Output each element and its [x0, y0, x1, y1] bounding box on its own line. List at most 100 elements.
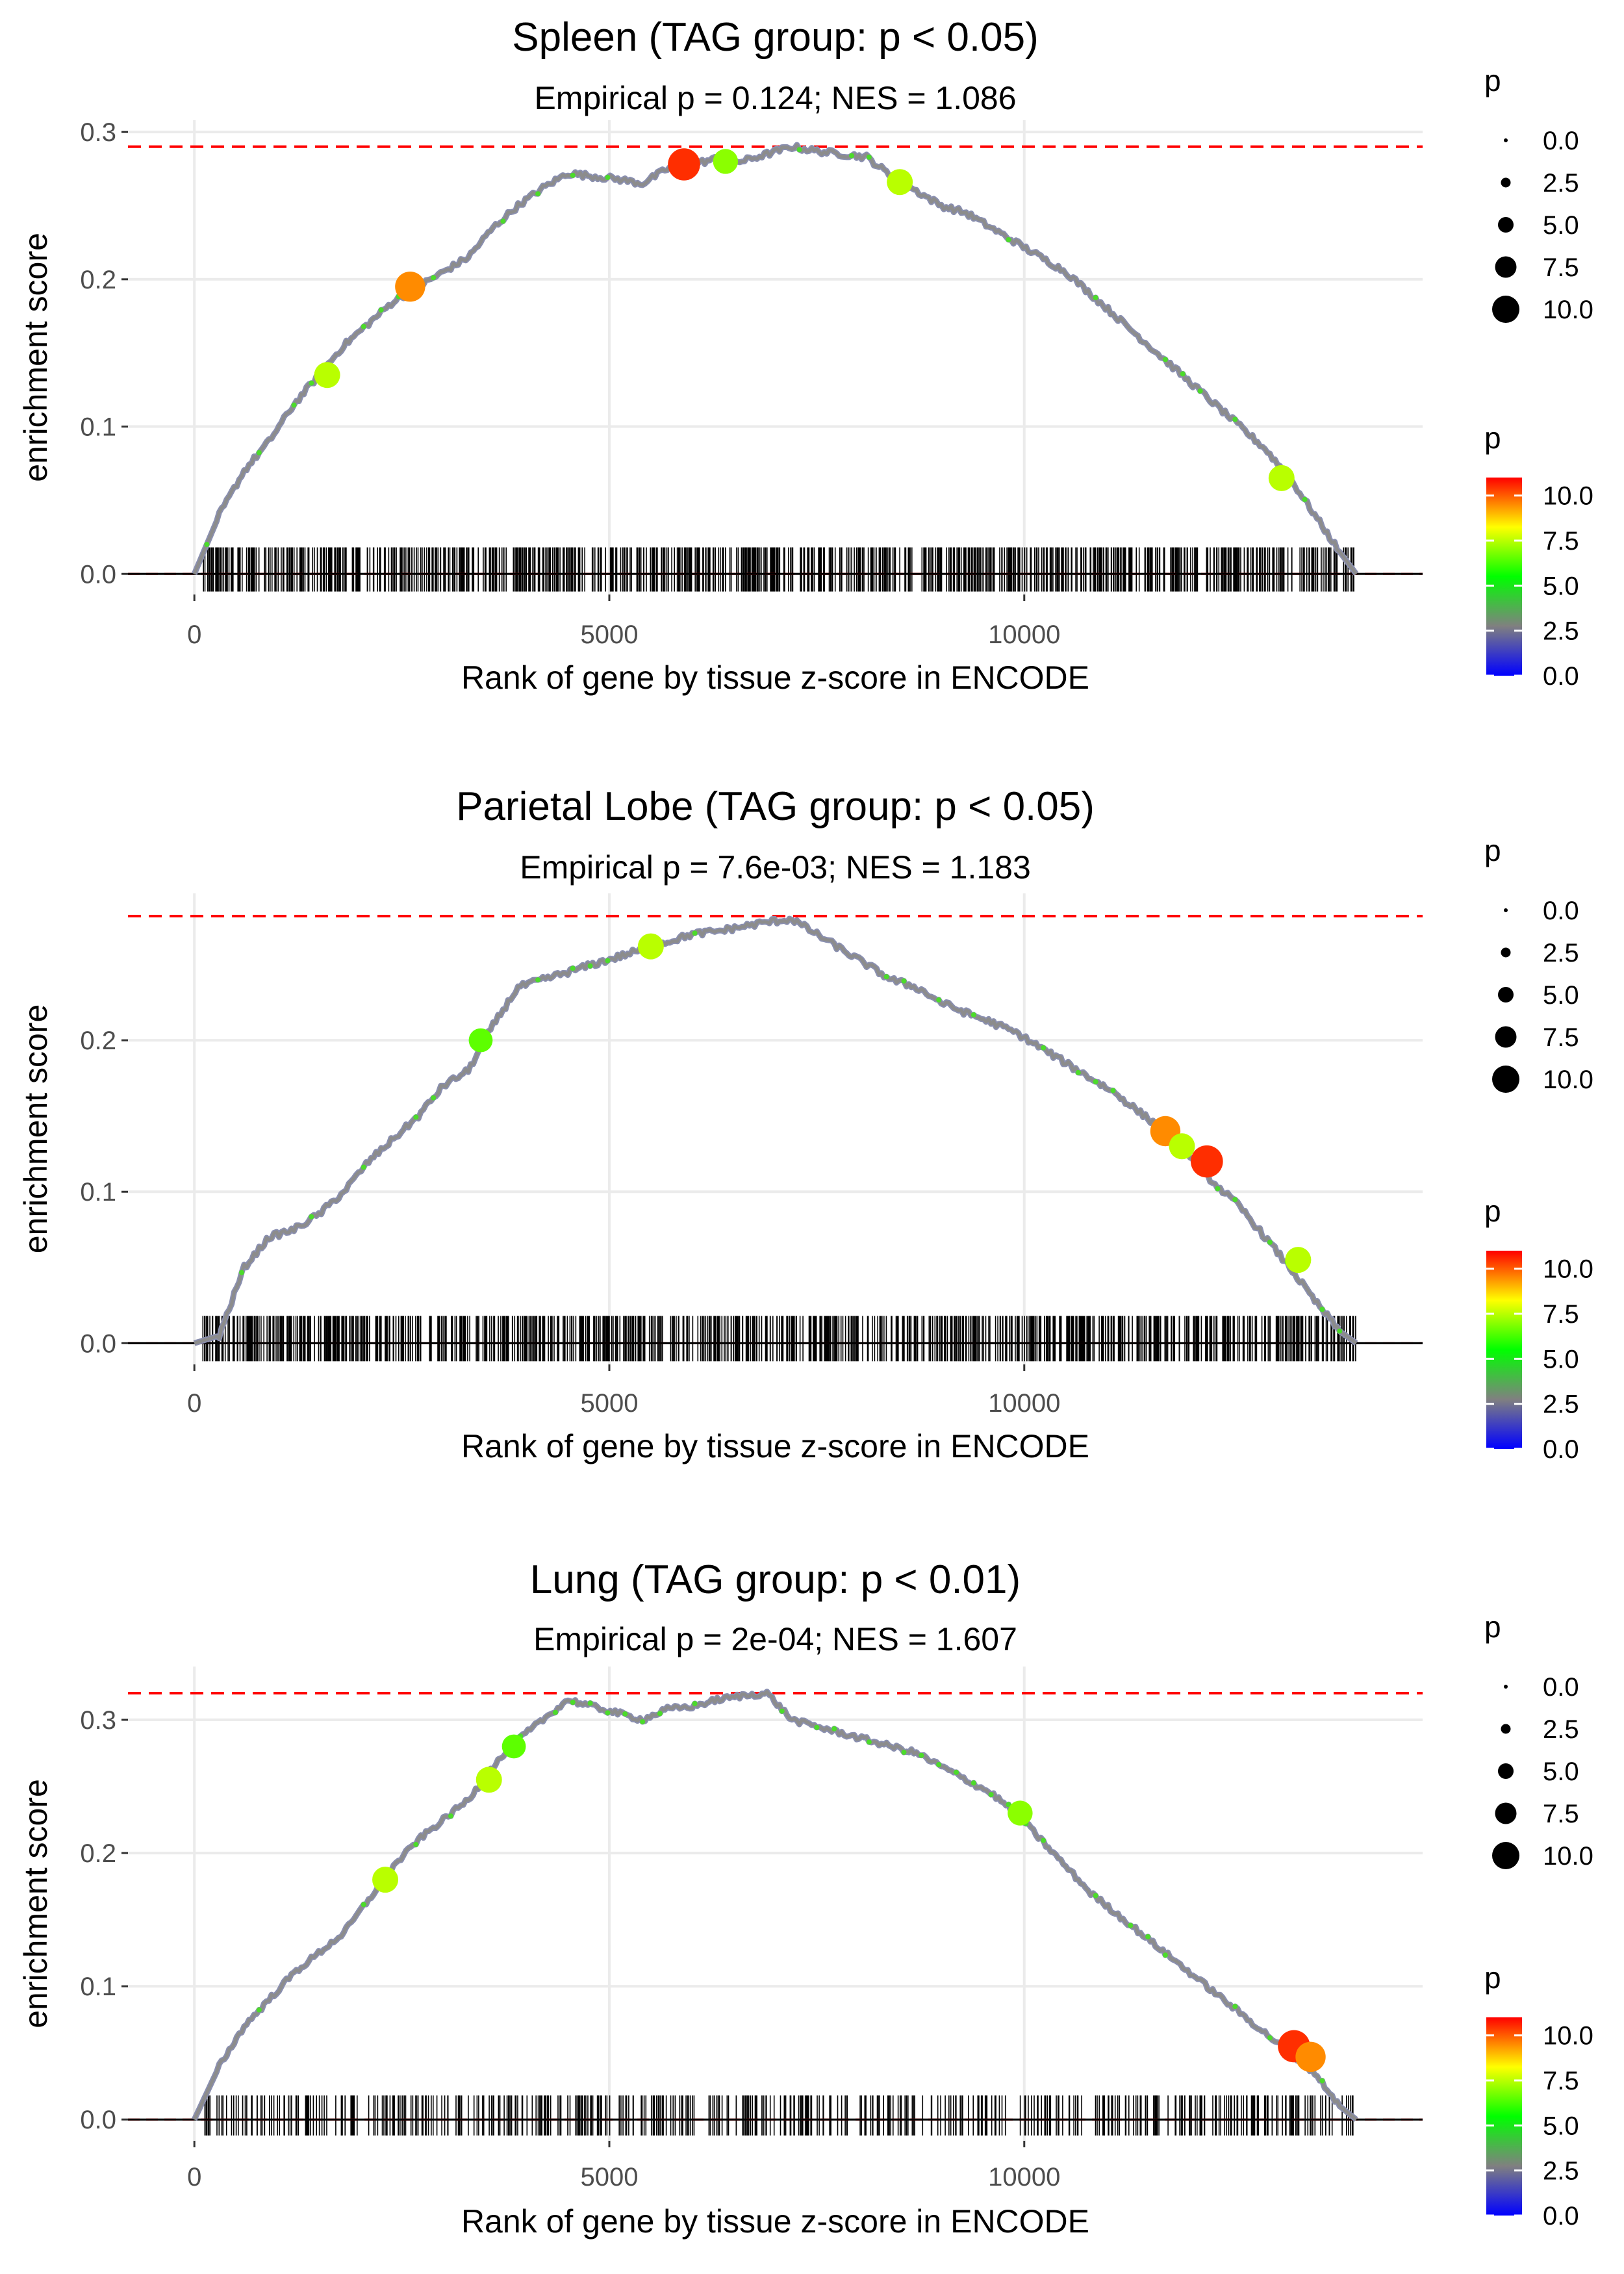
curve-speck — [901, 1750, 907, 1756]
chart-subtitle: Empirical p = 7.6e-03; NES = 1.183 — [520, 849, 1031, 886]
color-legend-title: p — [1484, 1961, 1501, 1995]
size-legend-key — [1501, 947, 1511, 958]
curve-speck — [1041, 1045, 1047, 1051]
curve-speck — [431, 1095, 437, 1101]
color-legend-bar — [1486, 2017, 1522, 2216]
x-tick-label: 5000 — [580, 620, 638, 649]
highlight-point — [1285, 1247, 1312, 1273]
rug-ticks — [202, 1316, 1356, 1362]
x-tick-label: 10000 — [988, 1389, 1060, 1418]
curve-speck — [1215, 1186, 1221, 1192]
size-legend-key — [1498, 1763, 1514, 1779]
gene-rug — [202, 1316, 1356, 1362]
x-tick-label: 0 — [187, 2163, 201, 2191]
curve-speck — [814, 1724, 820, 1730]
curve-speck — [605, 1710, 611, 1716]
curve-speck — [866, 1739, 872, 1745]
curve-speck — [936, 1762, 942, 1768]
size-legend-key — [1498, 987, 1514, 1003]
curve-speck — [988, 1792, 994, 1798]
curve-speck — [1162, 357, 1168, 363]
curve-speck — [1319, 1307, 1325, 1312]
color-legend-label: 5.0 — [1543, 1345, 1579, 1373]
color-legend-label: 10.0 — [1543, 1255, 1593, 1284]
size-legend-key — [1495, 1026, 1517, 1048]
curve-speck — [535, 191, 541, 197]
y-tick-label: 0.1 — [80, 1973, 116, 2001]
y-axis-label: enrichment score — [18, 1779, 54, 2028]
curve-speck — [1180, 371, 1186, 377]
chart-title: Parietal Lobe (TAG group: p < 0.05) — [456, 784, 1095, 829]
x-axis-label: Rank of gene by tissue z-score in ENCODE — [461, 1428, 1089, 1464]
curve-speck — [831, 1726, 837, 1731]
highlight-point — [887, 169, 913, 196]
y-tick-label: 0.2 — [80, 1027, 116, 1055]
curve-speck — [448, 1813, 453, 1819]
chart-panel-1: Spleen (TAG group: p < 0.05) Empirical p … — [18, 15, 1593, 696]
chart-subtitle: Empirical p = 0.124; NES = 1.086 — [534, 80, 1016, 116]
x-tick-label: 5000 — [580, 2163, 638, 2191]
y-tick-label: 0.1 — [80, 1178, 116, 1207]
curve-speck — [1075, 1069, 1081, 1075]
size-legend-label: 10.0 — [1543, 1066, 1593, 1094]
highlight-point — [1191, 1145, 1223, 1178]
size-legend-label: 7.5 — [1543, 1800, 1579, 1828]
highlight-point — [637, 933, 664, 960]
color-legend-label: 2.5 — [1543, 2157, 1579, 2186]
size-legend-label: 2.5 — [1543, 169, 1579, 198]
size-legend-label: 2.5 — [1543, 1715, 1579, 1744]
curve-speck — [500, 218, 506, 224]
curve-speck — [779, 1708, 785, 1714]
curve-speck — [1267, 2035, 1273, 2041]
highlight-point — [501, 1734, 526, 1759]
curve-speck — [361, 1164, 366, 1170]
size-legend-label: 5.0 — [1543, 981, 1579, 1010]
curve-speck — [204, 541, 210, 547]
size-legend-key — [1492, 1842, 1519, 1869]
color-legend-label: 0.0 — [1543, 1435, 1579, 1464]
y-tick-label: 0.2 — [80, 1839, 116, 1868]
gridlines — [128, 1667, 1423, 2141]
highlight-point — [1008, 1800, 1033, 1826]
color-legend-label: 0.0 — [1543, 662, 1579, 691]
size-legend-key — [1501, 1724, 1511, 1734]
color-legend-label: 5.0 — [1543, 2112, 1579, 2140]
size-legend-key — [1495, 1802, 1517, 1824]
size-legend-key — [1492, 296, 1519, 323]
curve-speck — [291, 402, 297, 408]
size-legend-label: 10.0 — [1543, 1842, 1593, 1871]
curve-speck — [605, 958, 611, 964]
color-legend-label: 7.5 — [1543, 1300, 1579, 1329]
color-legend-label: 10.0 — [1543, 482, 1593, 511]
x-axis-label: Rank of gene by tissue z-score in ENCODE — [461, 2203, 1089, 2240]
curve-speck — [535, 977, 541, 983]
chart-panel-2: Parietal Lobe (TAG group: p < 0.05) Empir… — [18, 784, 1593, 1464]
curve-speck — [570, 172, 576, 178]
curve-speck — [640, 1719, 646, 1725]
curve-speck — [239, 1270, 245, 1275]
curve-speck — [1337, 1328, 1343, 1334]
curve-speck — [1319, 2078, 1325, 2084]
rug-ticks — [203, 547, 1354, 592]
y-tick-label: 0.0 — [80, 1329, 116, 1358]
chart-subtitle: Empirical p = 2e-04; NES = 1.607 — [533, 1621, 1017, 1657]
y-axis-label: enrichment score — [18, 1004, 54, 1254]
curve-speck — [587, 963, 593, 969]
curve-speck — [431, 275, 437, 281]
x-tick-label: 10000 — [988, 2163, 1060, 2191]
x-tick-label: 5000 — [580, 1389, 638, 1418]
highlight-point — [395, 271, 425, 302]
color-legend-title: p — [1484, 1194, 1501, 1228]
chart-panel-3: Lung (TAG group: p < 0.01) Empirical p = … — [18, 1557, 1593, 2240]
curve-speck — [1006, 1802, 1011, 1808]
size-legend-label: 2.5 — [1543, 939, 1579, 967]
curve-speck — [1232, 2004, 1238, 2010]
y-tick-label: 0.0 — [80, 2106, 116, 2134]
curve-speck — [1006, 236, 1011, 242]
color-legend-label: 2.5 — [1543, 1390, 1579, 1419]
color-legend-title: p — [1484, 421, 1501, 455]
size-legend-key — [1498, 217, 1514, 233]
curve-speck — [1197, 388, 1203, 394]
size-legend-key — [1495, 256, 1517, 278]
